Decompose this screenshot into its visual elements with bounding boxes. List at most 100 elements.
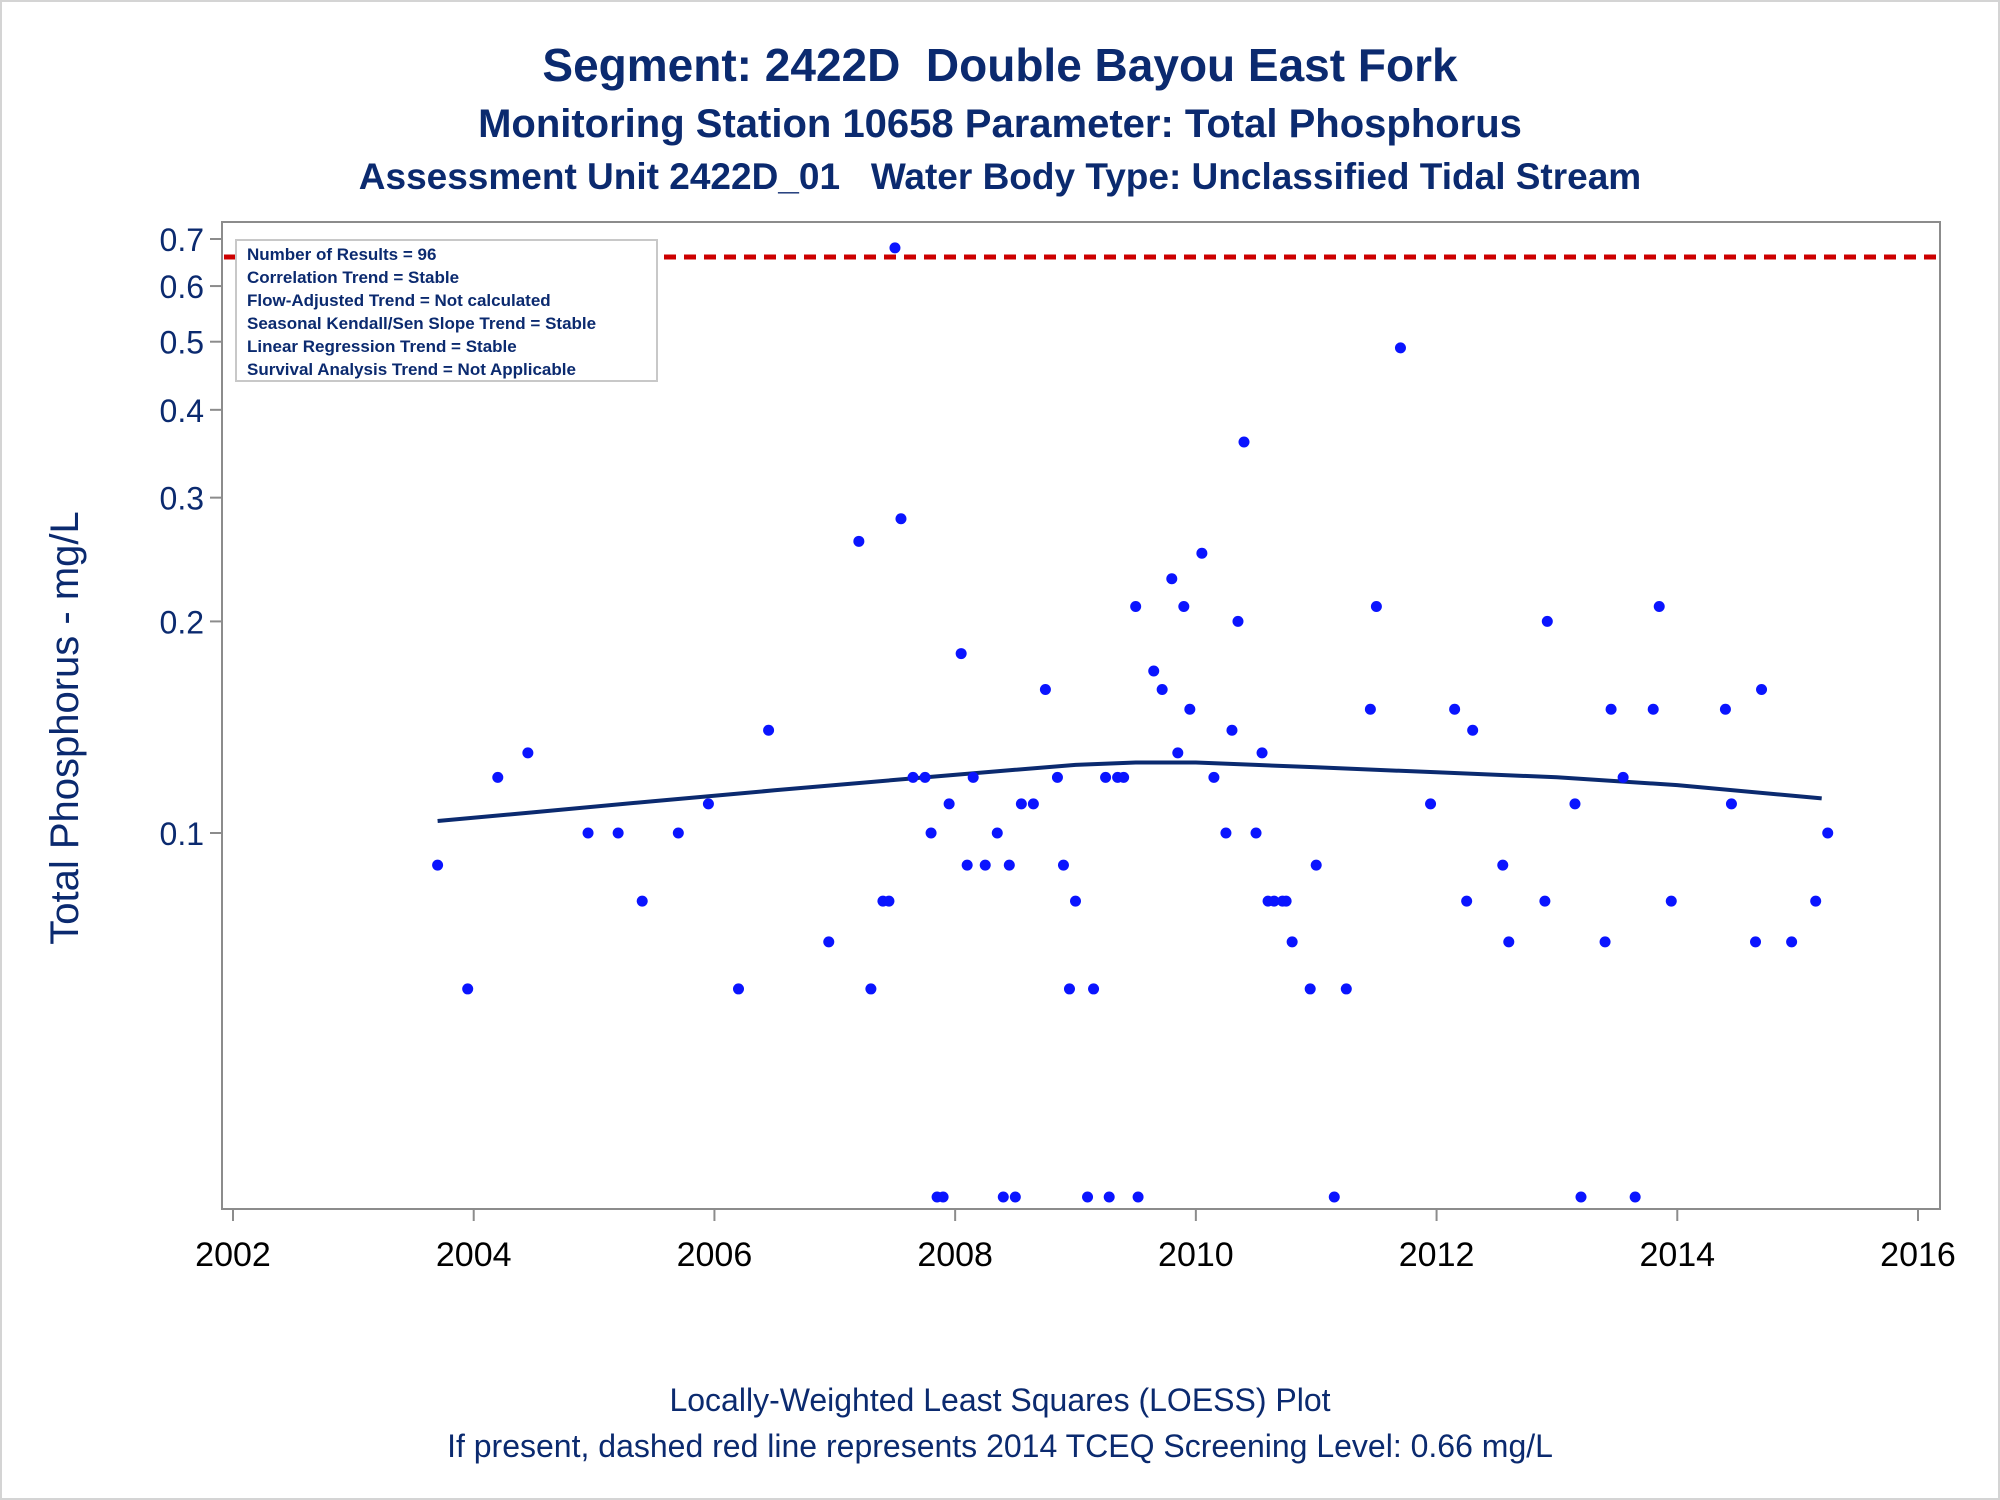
x-tick-label: 2014	[1639, 1236, 1715, 1274]
data-point	[889, 242, 901, 254]
data-point	[1605, 703, 1617, 715]
data-point	[1280, 895, 1292, 907]
data-point	[1256, 747, 1268, 759]
plot-frame	[221, 221, 1941, 1210]
data-point	[612, 827, 624, 839]
data-point	[1539, 895, 1551, 907]
data-point	[1226, 724, 1238, 736]
data-point	[1467, 724, 1479, 736]
stats-box	[235, 239, 658, 382]
data-point	[1232, 615, 1244, 627]
data-point	[1340, 983, 1352, 995]
data-point	[1756, 684, 1768, 696]
stats-line: Flow-Adjusted Trend = Not calculated	[247, 291, 551, 310]
x-tick-label: 2004	[436, 1236, 512, 1274]
data-point	[1617, 771, 1629, 783]
data-point	[1497, 859, 1509, 871]
data-point	[1009, 1191, 1021, 1203]
y-axis-label: Total Phosphorus - mg/L	[43, 511, 87, 945]
data-point	[1575, 1191, 1587, 1203]
data-point	[1172, 747, 1184, 759]
data-point	[937, 1191, 949, 1203]
stats-line: Correlation Trend = Stable	[247, 268, 459, 287]
data-point	[1184, 703, 1196, 715]
data-point	[1015, 798, 1027, 810]
data-point	[1750, 936, 1762, 948]
data-point	[1503, 936, 1515, 948]
y-tick-label: 0.2	[160, 604, 204, 640]
data-point	[1039, 684, 1051, 696]
x-tick-label: 2010	[1158, 1236, 1234, 1274]
data-point	[907, 771, 919, 783]
data-point	[1156, 684, 1168, 696]
data-point	[1088, 983, 1100, 995]
data-point	[979, 859, 991, 871]
data-point	[492, 771, 504, 783]
data-point	[462, 983, 474, 995]
y-tick-label: 0.1	[160, 816, 204, 852]
data-point	[943, 798, 955, 810]
data-point	[1238, 436, 1250, 448]
data-point	[763, 724, 775, 736]
data-point	[582, 827, 594, 839]
stats-line: Seasonal Kendall/Sen Slope Trend = Stabl…	[247, 314, 596, 333]
data-point	[1057, 859, 1069, 871]
data-point	[961, 859, 973, 871]
data-point	[919, 771, 931, 783]
data-point	[1208, 771, 1220, 783]
data-point	[1665, 895, 1677, 907]
data-point	[1268, 895, 1280, 907]
data-point	[672, 827, 684, 839]
data-point	[991, 827, 1003, 839]
data-point	[1103, 1191, 1115, 1203]
data-point	[1220, 827, 1232, 839]
y-tick-label: 0.3	[160, 481, 204, 517]
data-point	[1118, 771, 1130, 783]
data-point	[1304, 983, 1316, 995]
footnote-loess: Locally-Weighted Least Squares (LOESS) P…	[669, 1382, 1331, 1418]
data-point	[1364, 703, 1376, 715]
loess-curve	[437, 760, 1822, 823]
data-point	[1250, 827, 1262, 839]
data-point	[1328, 1191, 1340, 1203]
data-point	[1569, 798, 1581, 810]
data-point	[1370, 601, 1382, 613]
data-point	[702, 798, 714, 810]
data-point	[1027, 798, 1039, 810]
data-point	[1003, 859, 1015, 871]
data-point	[1822, 827, 1834, 839]
data-point	[636, 895, 648, 907]
data-point	[1725, 798, 1737, 810]
data-point	[1132, 1191, 1144, 1203]
data-point	[1051, 771, 1063, 783]
data-point	[1599, 936, 1611, 948]
data-point	[1425, 798, 1437, 810]
data-point	[1148, 665, 1160, 677]
data-point	[1100, 771, 1112, 783]
data-point	[1310, 859, 1322, 871]
data-point	[1786, 936, 1798, 948]
data-point	[1286, 936, 1298, 948]
data-point	[1082, 1191, 1094, 1203]
data-point	[1130, 601, 1142, 613]
stats-line: Linear Regression Trend = Stable	[247, 337, 517, 356]
data-point	[1461, 895, 1473, 907]
data-point	[1063, 983, 1075, 995]
data-point	[955, 648, 967, 660]
chart-subtitle: Monitoring Station 10658 Parameter: Tota…	[478, 102, 1522, 146]
stats-line: Survival Analysis Trend = Not Applicable	[247, 360, 576, 379]
data-point	[522, 747, 534, 759]
data-point	[1178, 601, 1190, 613]
x-tick-label: 2006	[677, 1236, 753, 1274]
data-point	[1629, 1191, 1641, 1203]
data-point	[925, 827, 937, 839]
plot-area: 0.1 0.2 0.3 0.4 0.5 0.6 0.7 2002 2004 2006 2008 201…	[43, 221, 1956, 1274]
x-tick-label: 2016	[1880, 1236, 1956, 1274]
data-point	[1647, 703, 1659, 715]
data-point	[853, 535, 865, 547]
data-point	[1394, 342, 1406, 354]
data-point	[1166, 573, 1178, 585]
data-point	[1719, 703, 1731, 715]
data-point	[967, 771, 979, 783]
